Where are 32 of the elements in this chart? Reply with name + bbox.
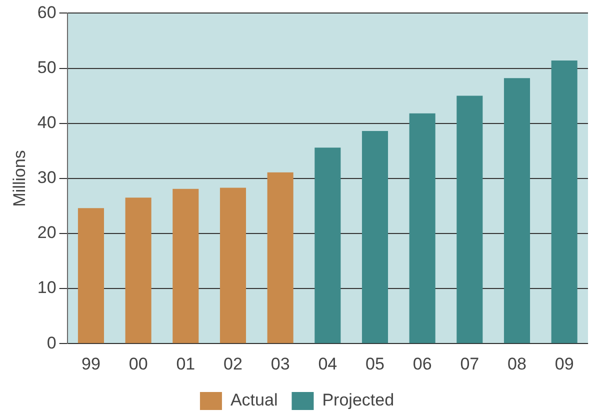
y-tick-label: 20 (37, 223, 56, 242)
bar (78, 208, 104, 344)
bar (456, 96, 483, 344)
y-tick-label: 10 (37, 278, 56, 298)
x-tick-label: 05 (366, 354, 384, 374)
y-tick-label: 50 (37, 58, 56, 77)
y-tick-label: 30 (37, 168, 56, 188)
legend-label: Actual (230, 390, 278, 410)
x-tick-label: 06 (412, 354, 432, 374)
x-tick-label: 00 (128, 354, 148, 374)
bar (125, 198, 152, 344)
x-tick-label: 99 (82, 354, 100, 374)
bar (551, 60, 578, 344)
bar (220, 188, 246, 344)
bar (267, 172, 294, 344)
x-tick-label: 08 (508, 354, 526, 374)
x-tick-label: 07 (460, 354, 480, 374)
bar (409, 113, 436, 344)
x-tick-label: 04 (318, 354, 338, 374)
x-tick-label: 03 (270, 354, 290, 374)
bar (172, 188, 199, 344)
bar (362, 131, 388, 344)
y-tick-label: 60 (37, 2, 56, 22)
x-tick-label: 02 (224, 354, 242, 374)
bar (504, 78, 530, 344)
y-axis-title: Millions (10, 150, 29, 207)
x-tick-label: 09 (554, 354, 574, 374)
y-tick-label: 40 (37, 113, 56, 132)
bar (314, 148, 341, 344)
x-tick-label: 01 (176, 354, 196, 374)
legend-label: Projected (322, 390, 394, 410)
y-tick-label: 0 (46, 333, 56, 352)
